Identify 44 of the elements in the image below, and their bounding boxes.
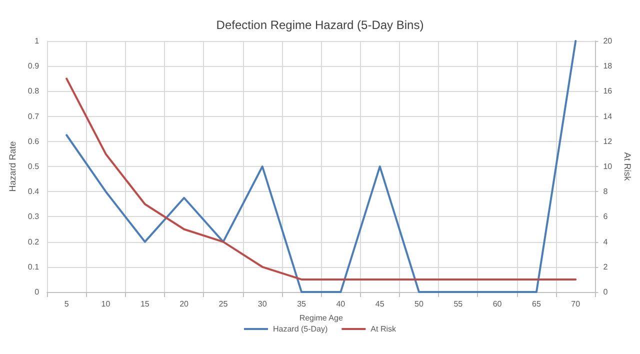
y2-tick-label: 12	[603, 136, 613, 146]
x-tick-label: 25	[218, 300, 228, 308]
x-tick-label: 65	[532, 300, 542, 308]
y2-tick-label: 14	[603, 112, 613, 121]
y2-tick-label: 10	[603, 162, 613, 171]
x-tick-label: 15	[140, 300, 150, 308]
y2-tick-label: 20	[603, 36, 613, 46]
y-tick-label: 0.8	[28, 86, 40, 96]
line-series	[66, 78, 577, 280]
y2-tick-label: 16	[603, 86, 613, 96]
x-tick-label: 35	[297, 300, 307, 308]
y-tick-label: 0	[34, 288, 40, 296]
x-axis-title: Regime Age	[299, 314, 344, 322]
y-tick-label: 0.7	[28, 112, 40, 121]
y-tick-label: 0.1	[28, 262, 40, 272]
x-tick-label: 50	[414, 300, 424, 308]
y2-tick-label: 18	[603, 62, 613, 71]
x-tick-label: 40	[336, 300, 346, 308]
y-tick-label: 0.5	[28, 162, 40, 171]
y2-tick-label: 6	[603, 212, 608, 222]
legend-label: Hazard (5-Day)	[272, 324, 328, 334]
x-tick-label: 20	[180, 300, 190, 308]
legend-label: At Risk	[370, 324, 398, 334]
y-tick-label: 0.2	[28, 237, 40, 246]
y-tick-label: 1	[34, 36, 40, 46]
y-tick-label: 0.4	[28, 187, 40, 196]
x-tick-label: 60	[492, 300, 502, 308]
y-axis-title: Hazard Rate	[8, 141, 18, 192]
y2-tick-label: 2	[603, 262, 608, 272]
x-tick-label: 55	[454, 300, 464, 308]
y2-tick-label: 4	[603, 237, 608, 246]
y-tick-label: 0.6	[28, 136, 40, 146]
y2-tick-label: 8	[603, 187, 608, 196]
y-tick-label: 0.3	[28, 212, 40, 222]
chart-title: Defection Regime Hazard (5-Day Bins)	[216, 18, 424, 32]
x-tick-label: 45	[375, 300, 385, 308]
y2-tick-label: 0	[603, 288, 608, 296]
line-series	[66, 40, 577, 293]
y-tick-label: 0.9	[28, 62, 40, 71]
x-tick-label: 70	[571, 300, 581, 308]
x-tick-label: 30	[258, 300, 268, 308]
y2-axis-title: At Risk	[622, 152, 632, 182]
x-tick-label: 10	[101, 300, 111, 308]
x-tick-label: 5	[64, 300, 70, 308]
